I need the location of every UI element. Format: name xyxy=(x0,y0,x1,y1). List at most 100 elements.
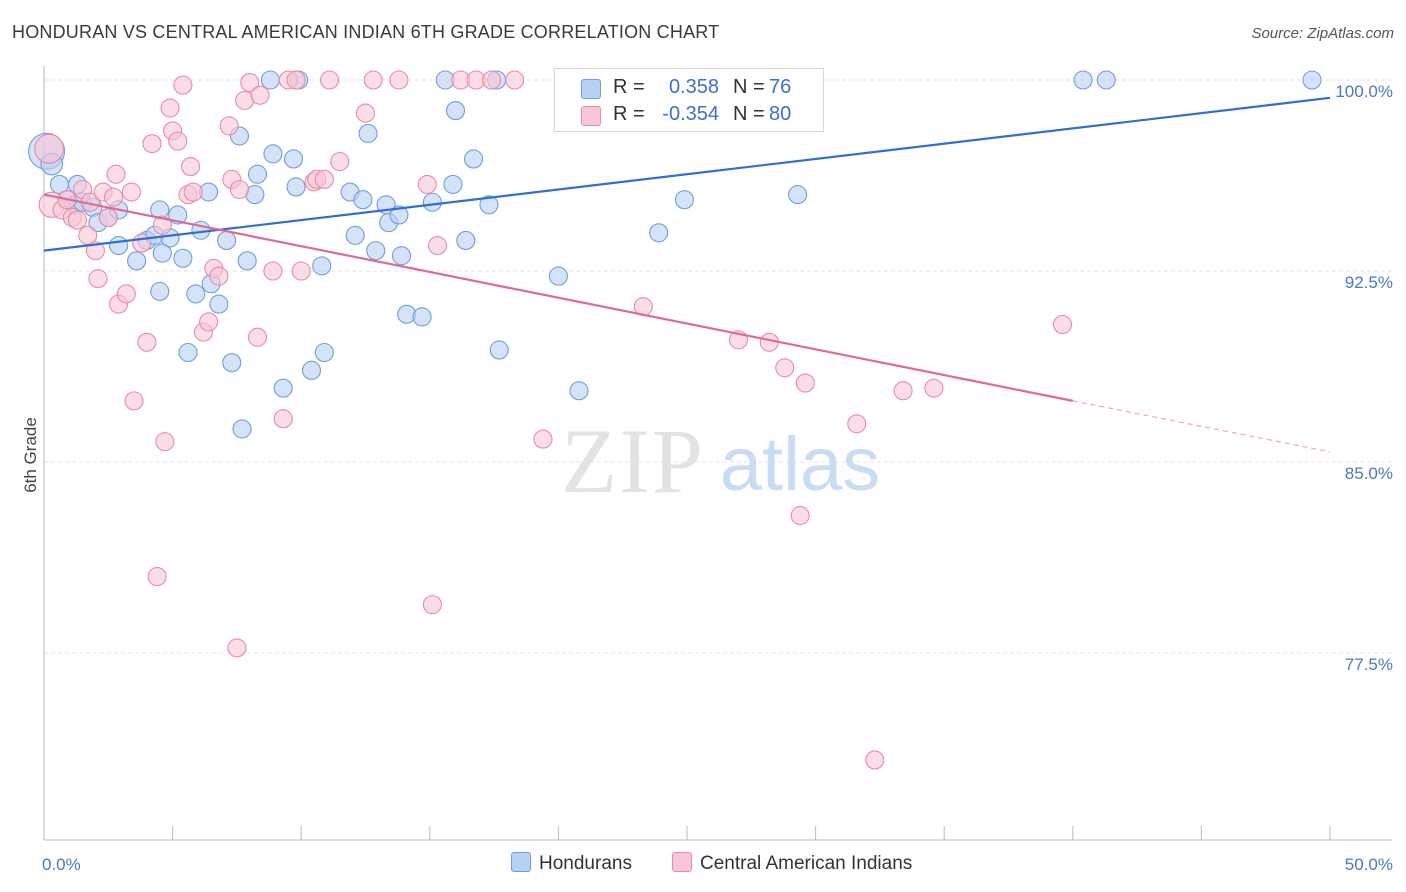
legend-n-label: N = xyxy=(733,103,765,125)
legend-n-label: N = xyxy=(733,76,765,98)
legend-swatch-blue xyxy=(511,852,531,872)
central-american-indian-point xyxy=(247,327,268,347)
honduran-point xyxy=(178,342,198,363)
honduran-point xyxy=(247,164,268,184)
legend-swatch-blue xyxy=(581,79,601,99)
central-american-indian-point xyxy=(865,750,885,770)
honduran-point xyxy=(489,340,509,360)
trend-line-hondurans xyxy=(43,96,1331,252)
honduran-point xyxy=(150,281,170,301)
central-american-indian-point xyxy=(181,157,201,177)
central-american-indian-point xyxy=(847,414,867,434)
y-tick-label: 85.0% xyxy=(1345,464,1393,483)
central-american-indian-point xyxy=(790,505,810,526)
central-american-indian-point xyxy=(229,179,250,200)
central-american-indian-point xyxy=(291,261,311,281)
honduran-point xyxy=(312,256,332,276)
legend-item-hondurans[interactable]: Hondurans xyxy=(511,852,632,875)
central-american-indian-point xyxy=(893,381,913,401)
central-american-indian-point xyxy=(481,70,502,90)
central-american-indian-point xyxy=(286,70,306,90)
watermark: ZIP atlas xyxy=(561,410,880,512)
central-american-indian-point xyxy=(34,133,65,164)
honduran-point xyxy=(389,205,409,225)
honduran-point xyxy=(445,101,466,121)
series-legend: Hondurans Central American Indians xyxy=(0,852,1406,878)
honduran-point xyxy=(301,360,322,380)
honduran-point xyxy=(217,230,237,250)
x-tick-label: 0.0% xyxy=(42,855,81,874)
central-american-indian-point xyxy=(88,269,108,289)
chart-title: HONDURAN VS CENTRAL AMERICAN INDIAN 6TH … xyxy=(12,22,720,42)
honduran-point xyxy=(314,342,334,363)
y-tick-label: 77.5% xyxy=(1345,655,1393,674)
central-american-indian-point xyxy=(106,164,126,184)
legend-item-central-american-indians[interactable]: Central American Indians xyxy=(672,852,912,875)
legend-r-value: 0.358 xyxy=(668,76,719,98)
legend-n-value: 76 xyxy=(769,76,792,98)
central-american-indian-point xyxy=(121,182,141,202)
honduran-point xyxy=(109,235,129,256)
central-american-indian-point xyxy=(98,207,118,228)
honduran-point xyxy=(1073,70,1093,90)
honduran-point xyxy=(358,123,378,144)
legend-n-value: 80 xyxy=(769,103,792,125)
honduran-point xyxy=(649,223,669,243)
central-american-indian-point xyxy=(389,70,409,90)
central-american-indian-point xyxy=(427,235,448,256)
central-american-indian-point xyxy=(363,70,383,90)
central-american-indian-point xyxy=(924,378,944,398)
legend-r-label: R = xyxy=(613,103,645,125)
honduran-point xyxy=(674,190,694,210)
honduran-point xyxy=(186,284,206,304)
y-axis-title: 6th Grade xyxy=(21,417,40,493)
central-american-indian-point xyxy=(147,567,167,587)
honduran-point xyxy=(283,149,304,169)
central-american-indian-point xyxy=(240,72,260,93)
central-american-indian-point xyxy=(263,261,283,281)
central-american-indian-point xyxy=(355,103,376,123)
honduran-point xyxy=(237,251,257,271)
honduran-point xyxy=(345,225,365,245)
central-american-indian-point xyxy=(116,284,136,304)
y-tick-label: 92.5% xyxy=(1345,273,1393,292)
central-american-indian-point xyxy=(505,70,525,90)
central-american-indian-point xyxy=(314,169,334,189)
honduran-point xyxy=(273,378,293,398)
central-american-indian-point xyxy=(173,75,193,95)
stats-legend: R = 0.358 N = 76 R = -0.354 N = 80 xyxy=(554,68,824,132)
watermark-zip: ZIP xyxy=(561,410,705,512)
central-american-indian-point xyxy=(168,131,188,151)
central-american-indian-point xyxy=(209,266,229,286)
central-american-indian-point xyxy=(183,182,203,202)
honduran-point xyxy=(463,149,484,169)
central-american-indian-point xyxy=(152,215,172,235)
central-american-indian-point xyxy=(273,409,293,429)
grid-lines xyxy=(44,79,1392,654)
trend-line-central-american-indians xyxy=(43,193,1074,402)
central-american-indian-point xyxy=(124,391,144,411)
legend-swatch-pink xyxy=(672,852,692,872)
axes xyxy=(43,66,1392,841)
tick-labels: 100.0% 92.5% 85.0% 77.5% 0.0% 50.0% xyxy=(42,82,1393,874)
central-american-indian-point xyxy=(199,312,219,332)
honduran-point xyxy=(788,185,808,205)
chart-source: Source: ZipAtlas.com xyxy=(1251,25,1394,42)
honduran-point xyxy=(366,241,386,261)
central-american-indian-point xyxy=(533,429,553,449)
legend-row-central-american-indians: R = -0.354 N = 80 xyxy=(555,101,823,129)
central-american-indian-point xyxy=(67,210,87,230)
legend-r-label: R = xyxy=(613,76,645,98)
honduran-point xyxy=(222,353,242,373)
trend-lines xyxy=(43,96,1331,453)
central-american-indian-point xyxy=(103,187,123,207)
central-american-indian-point xyxy=(142,134,162,154)
central-american-indian-point xyxy=(330,151,350,172)
honduran-point xyxy=(152,243,172,263)
central-american-indian-point xyxy=(160,98,180,118)
honduran-point xyxy=(286,177,306,197)
central-american-indian-point xyxy=(132,233,152,253)
honduran-point xyxy=(353,190,373,210)
central-american-indian-point xyxy=(319,70,340,90)
